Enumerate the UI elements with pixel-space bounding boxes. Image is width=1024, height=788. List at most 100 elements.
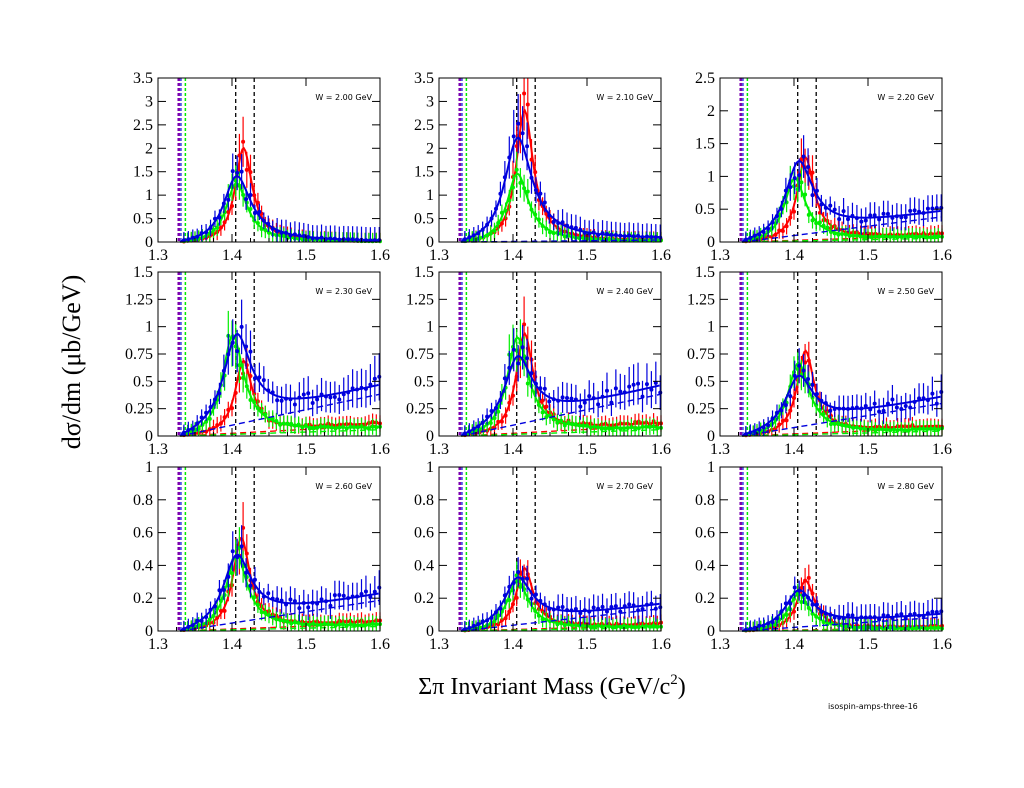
data-point-blue bbox=[292, 402, 297, 407]
data-point-blue bbox=[761, 425, 766, 430]
data-point-blue bbox=[658, 235, 663, 240]
data-point-blue bbox=[899, 612, 904, 617]
data-point-blue bbox=[235, 555, 240, 560]
data-point-blue bbox=[573, 397, 578, 402]
x-tick-label: 1.6 bbox=[370, 636, 390, 653]
data-point-blue bbox=[890, 215, 895, 220]
data-point-blue bbox=[346, 390, 351, 395]
data-point-green bbox=[318, 622, 323, 627]
data-point-blue bbox=[806, 165, 811, 170]
data-point-blue bbox=[863, 403, 868, 408]
data-point-blue bbox=[578, 404, 583, 409]
data-point-green bbox=[843, 423, 848, 428]
data-point-green bbox=[355, 623, 360, 628]
data-point-green bbox=[481, 425, 486, 430]
data-point-blue bbox=[569, 396, 574, 401]
data-point-blue bbox=[239, 324, 244, 329]
data-point-blue bbox=[199, 231, 204, 236]
data-point-green bbox=[806, 606, 811, 611]
data-point-blue bbox=[520, 576, 525, 581]
data-point-green bbox=[906, 428, 911, 433]
data-point-green bbox=[895, 626, 900, 631]
data-point-blue bbox=[565, 608, 570, 613]
data-point-blue bbox=[485, 222, 490, 227]
data-point-blue bbox=[854, 617, 859, 622]
data-point-red bbox=[773, 232, 778, 237]
data-point-blue bbox=[877, 409, 882, 414]
data-point-blue bbox=[525, 576, 530, 581]
data-point-green bbox=[507, 598, 512, 603]
x-axis-label: Σπ Invariant Mass (GeV/c2) bbox=[418, 672, 686, 700]
data-point-blue bbox=[912, 611, 917, 616]
data-point-green bbox=[851, 425, 856, 430]
panel-2: 0 0.5 1 1.5 2 2.5 3 3.5 1.3 1.4 1.5 1.6 W = 2.10 GeV bbox=[414, 70, 671, 264]
data-point-blue bbox=[288, 397, 293, 402]
y-tick-label: 1.25 bbox=[687, 291, 715, 308]
data-point-blue bbox=[306, 235, 311, 240]
data-point-blue bbox=[204, 614, 209, 619]
data-point-blue bbox=[841, 616, 846, 621]
data-point-green bbox=[884, 234, 889, 239]
data-point-red bbox=[784, 418, 789, 423]
data-point-blue bbox=[761, 623, 766, 628]
data-point-red bbox=[780, 418, 785, 423]
data-point-blue bbox=[939, 390, 944, 395]
data-point-blue bbox=[604, 609, 609, 614]
data-point-green bbox=[792, 370, 796, 375]
data-point-blue bbox=[917, 396, 922, 401]
data-point-blue bbox=[498, 398, 503, 403]
data-point-blue bbox=[284, 230, 289, 235]
x-tick-label: 1.5 bbox=[296, 636, 316, 653]
data-point-blue bbox=[832, 615, 837, 620]
data-point-blue bbox=[257, 209, 262, 214]
data-point-green bbox=[877, 427, 882, 432]
data-point-blue bbox=[533, 188, 538, 193]
data-point-blue bbox=[863, 218, 868, 223]
data-point-blue bbox=[248, 583, 253, 588]
data-point-green bbox=[307, 623, 312, 628]
y-tick-label: 3.5 bbox=[133, 70, 153, 87]
data-point-blue bbox=[471, 426, 476, 431]
data-point-green bbox=[769, 226, 774, 231]
data-point-blue bbox=[538, 386, 543, 391]
data-point-blue bbox=[275, 398, 280, 403]
x-tick-label: 1.5 bbox=[296, 247, 316, 264]
data-point-blue bbox=[244, 197, 249, 202]
data-point-blue bbox=[279, 598, 284, 603]
y-tick-label: 0.5 bbox=[695, 373, 715, 390]
data-point-green bbox=[647, 424, 652, 429]
data-point-green bbox=[884, 427, 889, 432]
data-point-blue bbox=[489, 216, 494, 221]
data-point-green bbox=[655, 624, 660, 629]
data-point-green bbox=[529, 207, 534, 212]
data-point-green bbox=[899, 626, 904, 631]
data-point-green bbox=[806, 212, 811, 217]
data-point-blue bbox=[565, 223, 570, 228]
data-point-green bbox=[821, 412, 826, 417]
data-point-blue bbox=[493, 405, 498, 410]
data-point-blue bbox=[823, 205, 828, 210]
data-point-blue bbox=[613, 232, 618, 237]
data-point-green bbox=[784, 612, 789, 617]
data-point-blue bbox=[346, 237, 351, 242]
data-point-blue bbox=[774, 410, 779, 415]
data-point-blue bbox=[792, 373, 797, 378]
data-point-green bbox=[570, 422, 575, 427]
data-point-blue bbox=[903, 616, 908, 621]
data-point-blue bbox=[292, 599, 297, 604]
data-point-blue bbox=[538, 191, 543, 196]
data-point-blue bbox=[854, 405, 859, 410]
y-tick-label: 0.75 bbox=[406, 346, 434, 363]
data-point-blue bbox=[783, 403, 788, 408]
x-tick-label: 1.6 bbox=[370, 441, 390, 458]
data-point-blue bbox=[230, 340, 235, 345]
data-point-red bbox=[244, 363, 249, 368]
y-tick-label: 0.2 bbox=[695, 590, 715, 607]
data-point-blue bbox=[618, 389, 623, 394]
data-point-green bbox=[814, 403, 819, 408]
data-point-red bbox=[230, 406, 234, 411]
data-point-green bbox=[329, 425, 334, 430]
data-point-blue bbox=[368, 595, 373, 600]
data-point-blue bbox=[350, 386, 355, 391]
data-point-red bbox=[496, 419, 501, 424]
